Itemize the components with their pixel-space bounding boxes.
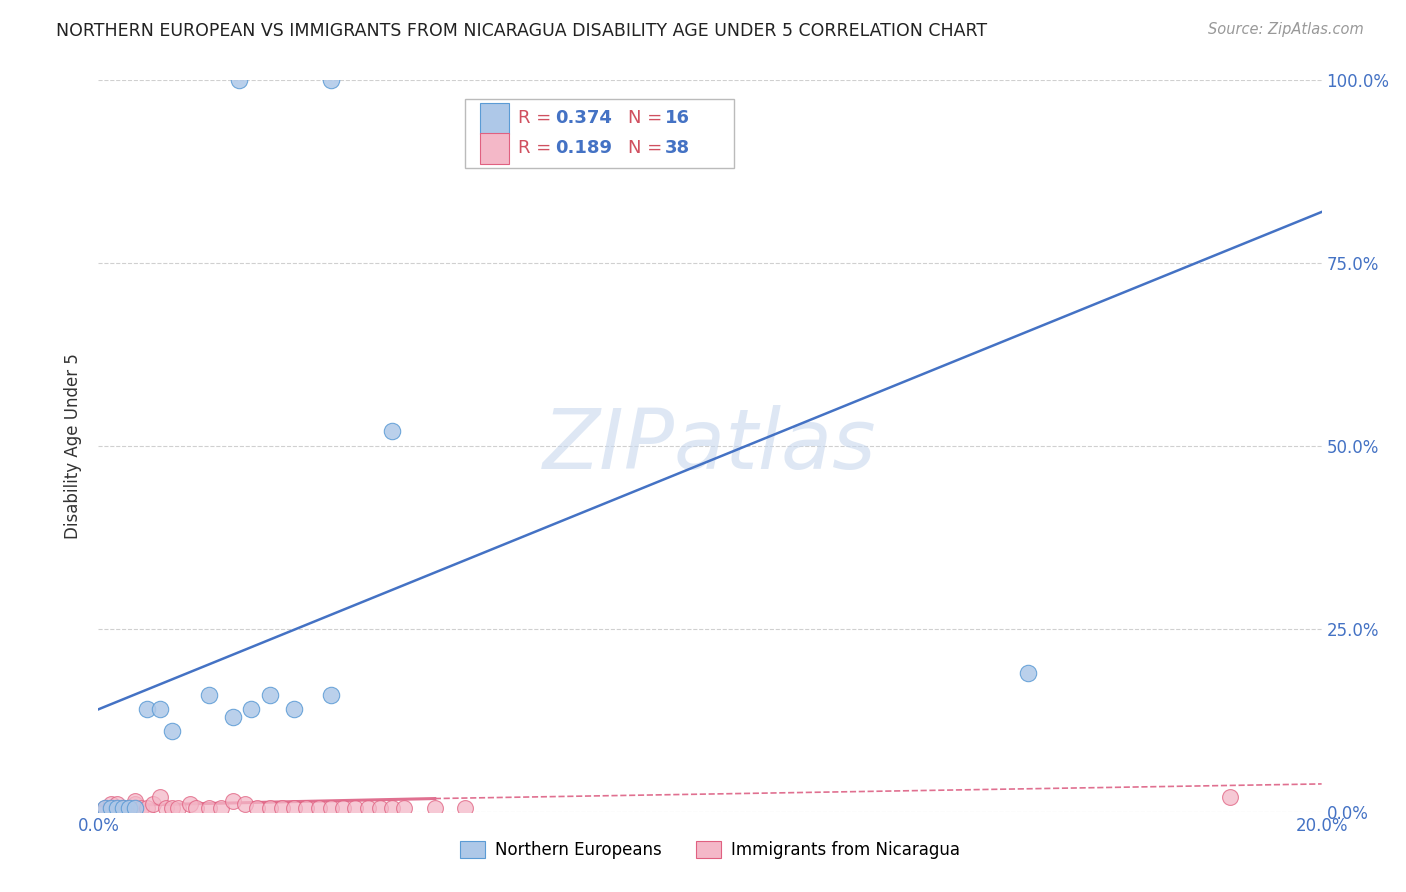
Point [197,688,219,702]
Point [319,801,342,815]
Point [105,797,128,812]
Point [129,801,152,815]
Point [155,801,177,815]
Point [124,797,146,812]
Point [233,797,256,812]
Point [283,702,305,716]
Text: ZIPatlas: ZIPatlas [543,406,877,486]
FancyBboxPatch shape [465,99,734,168]
Text: 0.189: 0.189 [555,139,612,157]
Point [319,688,342,702]
Point [283,801,305,815]
Point [319,73,342,87]
Point [124,801,146,815]
Point [149,790,172,805]
Text: 16: 16 [665,110,690,128]
Point [93,801,115,815]
Y-axis label: Disability Age Under 5: Disability Age Under 5 [65,353,83,539]
Point [186,801,208,815]
Point [105,801,128,815]
Point [111,801,134,815]
Text: 38: 38 [665,139,690,157]
Point [222,794,245,808]
Text: R =: R = [517,139,557,157]
Point [136,702,159,716]
Point [392,801,416,815]
Text: Source: ZipAtlas.com: Source: ZipAtlas.com [1208,22,1364,37]
Point [1017,665,1039,680]
Text: N =: N = [628,139,668,157]
FancyBboxPatch shape [479,133,509,163]
Point [160,801,183,815]
Point [118,801,141,815]
Point [105,801,128,815]
Point [332,801,354,815]
Point [100,801,122,815]
Point [423,801,446,815]
Point [149,702,172,716]
Text: N =: N = [628,110,668,128]
Text: R =: R = [517,110,557,128]
Point [246,801,269,815]
Point [356,801,378,815]
FancyBboxPatch shape [479,103,509,134]
Point [222,709,245,723]
Point [100,801,122,815]
Point [167,801,190,815]
Point [344,801,367,815]
Point [179,797,201,812]
Text: 0.374: 0.374 [555,110,612,128]
Point [381,425,404,439]
Point [381,801,404,815]
Point [295,801,318,815]
Point [136,801,159,815]
Point [259,801,281,815]
Point [197,801,219,815]
Point [100,797,122,812]
Point [209,801,232,815]
Legend: Northern Europeans, Immigrants from Nicaragua: Northern Europeans, Immigrants from Nica… [454,834,966,865]
Point [368,801,391,815]
Point [270,801,292,815]
Point [308,801,330,815]
Point [240,702,263,716]
Point [1219,790,1241,805]
Text: NORTHERN EUROPEAN VS IMMIGRANTS FROM NICARAGUA DISABILITY AGE UNDER 5 CORRELATIO: NORTHERN EUROPEAN VS IMMIGRANTS FROM NIC… [56,22,987,40]
Point [111,801,134,815]
Point [118,801,141,815]
Point [124,794,146,808]
Point [259,688,281,702]
Point [454,801,477,815]
Point [93,801,115,815]
Point [228,73,250,87]
Point [142,797,165,812]
Point [160,724,183,739]
